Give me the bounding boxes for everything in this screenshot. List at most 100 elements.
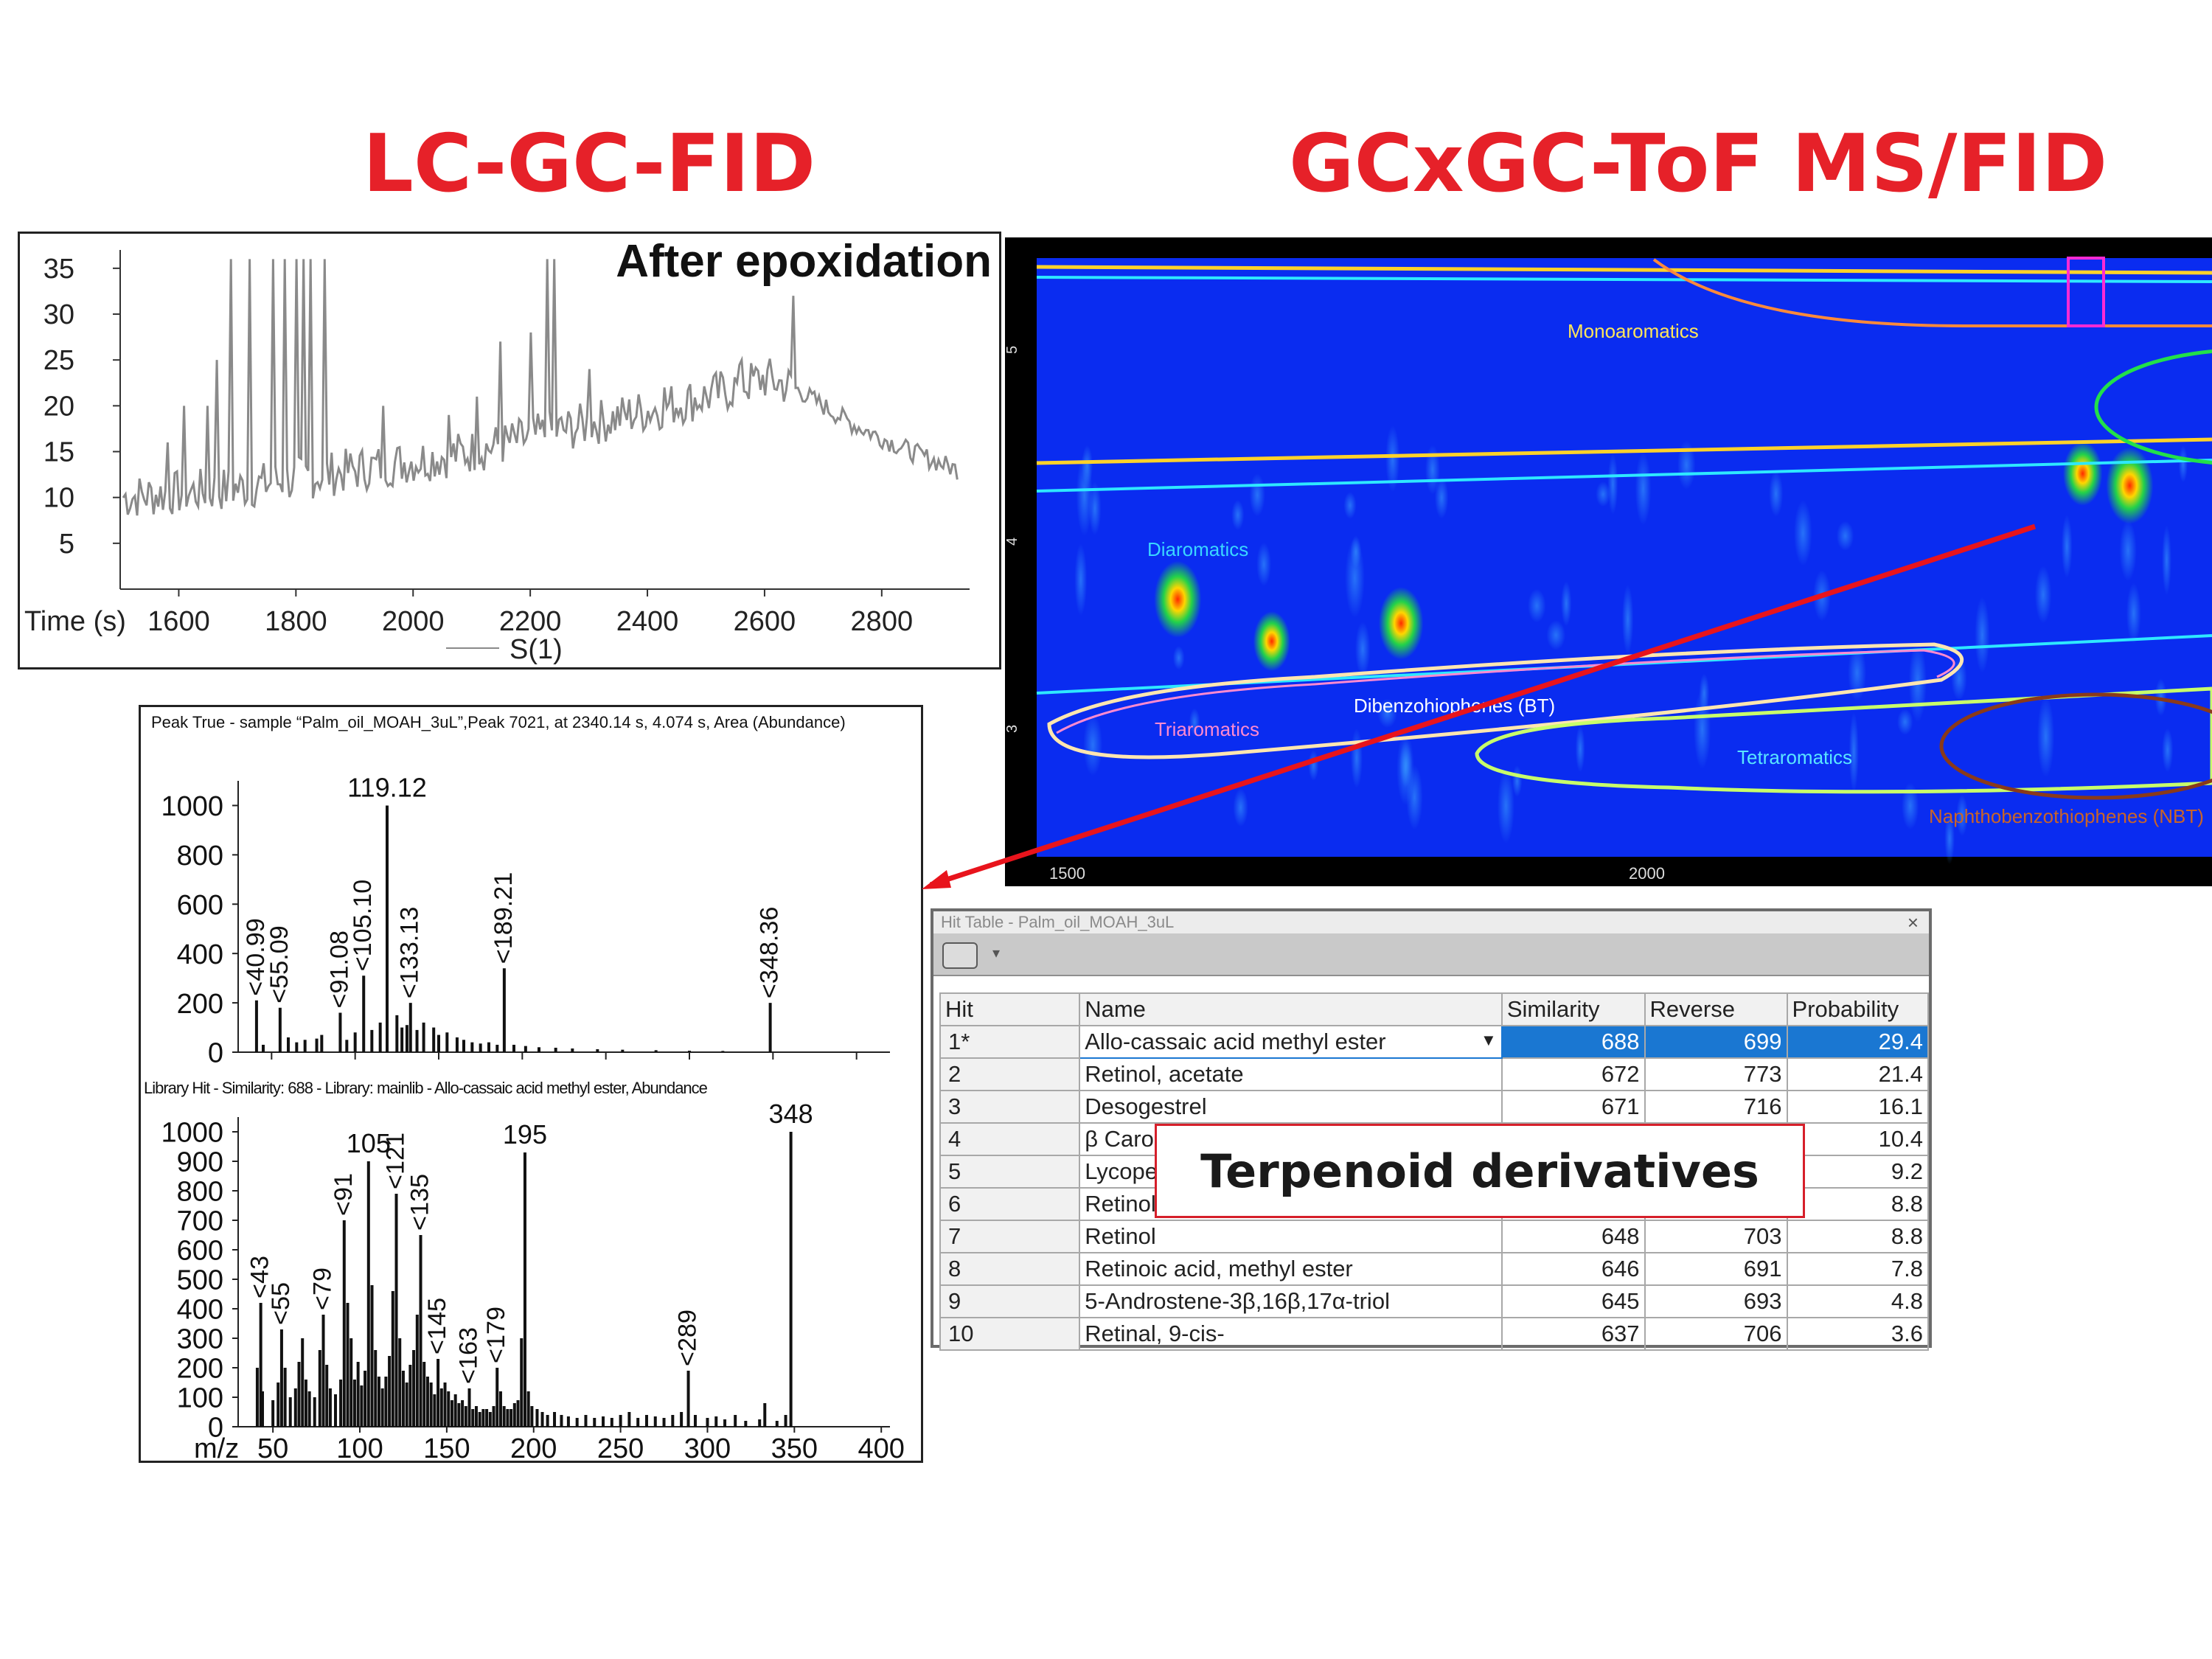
peak-label: <179 [482, 1307, 510, 1363]
legend-label: S(1) [509, 634, 563, 665]
peak-label: 348 [769, 1099, 813, 1129]
x-tick-label: 2200 [499, 606, 562, 637]
compound-spot [2106, 447, 2154, 524]
faint-signal [2119, 520, 2137, 582]
x-tick-label: 200 [510, 1433, 557, 1461]
faint-signal [1527, 588, 1546, 623]
table-row[interactable]: 10 Retinal, 9-cis- 637 706 3.6 [939, 1317, 1930, 1351]
boundary-line [1036, 459, 2212, 493]
region-label: Naphthobenzothiophenes (NBT) [1929, 805, 2204, 827]
dropdown-icon[interactable]: ▼ [1481, 1031, 1497, 1049]
x-tick-label: 50 [257, 1433, 288, 1461]
toolbar-dropdown-icon[interactable]: ▾ [992, 945, 1001, 961]
similarity-cell: 646 [1500, 1252, 1646, 1286]
similarity-cell: 672 [1500, 1057, 1646, 1091]
name-cell: 5-Androstene-3β,16β,17α-triol [1079, 1284, 1503, 1318]
table-row[interactable]: 2 Retinol, acetate 672 773 21.4 [939, 1057, 1930, 1091]
faint-signal [1343, 492, 1357, 519]
y-tick-label: 600 [177, 890, 223, 921]
y-tick-label: 500 [177, 1265, 223, 1296]
columns-icon[interactable] [942, 942, 978, 969]
name-cell[interactable]: Allo-cassaic acid methyl ester ▼ [1079, 1025, 1503, 1059]
x-axis-label: Time (s) [24, 606, 126, 637]
probability-cell: 21.4 [1786, 1057, 1930, 1091]
faint-signal [1377, 698, 1397, 728]
col-probability-header[interactable]: Probability [1786, 992, 1930, 1026]
col-similarity-header[interactable]: Similarity [1500, 992, 1646, 1026]
similarity-cell: 637 [1500, 1317, 1646, 1351]
gcxgc-panel: Monoaromatics Diaromatics Dibenzohiophenes… [1004, 237, 2212, 886]
col-reverse-header[interactable]: Reverse [1644, 992, 1788, 1026]
chart-title: After epoxidation [616, 236, 992, 287]
col-hit-header[interactable]: Hit [939, 992, 1081, 1026]
peak-label: <133.13 [396, 907, 424, 999]
faint-signal [1575, 725, 1585, 773]
reverse-cell: 773 [1644, 1057, 1788, 1091]
peak-label: 119.12 [347, 772, 427, 802]
y-tick-label: 1000 [161, 1118, 223, 1149]
table-row[interactable]: 1* Allo-cassaic acid methyl ester ▼ 688 6… [939, 1025, 1930, 1059]
probability-cell: 7.8 [1786, 1252, 1930, 1286]
region-label: Triaromatics [1155, 718, 1259, 740]
peak-label: <40.99 [242, 918, 270, 996]
y-tick-label: 600 [177, 1236, 223, 1267]
faint-signal [1497, 768, 1514, 844]
hit-cell: 3 [939, 1090, 1081, 1124]
compound-spot [2062, 441, 2103, 506]
y-tick-label: 15 [44, 437, 74, 468]
x-tick-label: 2000 [382, 606, 445, 637]
y-tick-label: 800 [177, 1177, 223, 1208]
x-tick-label: 1600 [147, 606, 210, 637]
hit-table-titlebar: Hit Table - Palm_oil_MOAH_3uL × [933, 911, 1929, 933]
faint-signal [2037, 696, 2055, 778]
boundary-line [1036, 437, 2212, 465]
faint-signal [1354, 622, 1371, 677]
probability-cell: 9.2 [1786, 1155, 1930, 1189]
peak-label: <121 [382, 1133, 410, 1189]
faint-signal [1172, 646, 1185, 670]
chromatogram-trace [122, 259, 959, 516]
name-cell: Retinal, 9-cis- [1079, 1317, 1503, 1351]
table-row[interactable]: 7 Retinol 648 703 8.8 [939, 1220, 1930, 1253]
reverse-cell: 703 [1644, 1220, 1788, 1253]
y-tick-label: 20 [44, 391, 74, 422]
faint-signal [1621, 584, 1634, 655]
peak-label: <289 [674, 1310, 702, 1366]
col-name-header[interactable]: Name [1079, 992, 1503, 1026]
faint-signal [1231, 499, 1245, 530]
lc-gc-fid-chart: 5 10 15 20 25 30 35 1600 1800 2000 2200 2400 2600 280… [24, 236, 992, 665]
x-tick-label: 400 [858, 1433, 905, 1461]
probability-cell: 8.8 [1786, 1187, 1930, 1221]
faint-signal [2126, 582, 2141, 644]
y-tick-label: 35 [44, 254, 74, 285]
hit-cell: 5 [939, 1155, 1081, 1189]
faint-signal [1794, 500, 1812, 566]
peak-label: <145 [423, 1298, 451, 1354]
table-row[interactable]: 9 5-Androstene-3β,16β,17α-triol 645 693 4.8 [939, 1284, 1930, 1318]
close-icon[interactable]: × [1907, 911, 1919, 933]
peak-label: <105.10 [349, 880, 377, 972]
y-tick-label: 25 [44, 345, 74, 376]
peak-label: <135 [406, 1174, 434, 1231]
x-tick-label: 150 [423, 1433, 470, 1461]
reverse-cell: 699 [1644, 1025, 1788, 1059]
gcxgc-contour-plot: MonoaromaticsDiaromaticsDibenzohiophenes… [1004, 257, 2212, 883]
name-cell: Retinol, acetate [1079, 1057, 1503, 1091]
hit-cell: 10 [939, 1317, 1081, 1351]
y-tick-label: 1000 [161, 791, 223, 822]
y-tick-label: 900 [177, 1147, 223, 1178]
faint-signal [1074, 543, 1088, 616]
similarity-cell: 645 [1500, 1284, 1646, 1318]
faint-signal [1083, 713, 1103, 776]
table-row[interactable]: 8 Retinoic acid, methyl ester 646 691 7.8 [939, 1252, 1930, 1286]
region-ellipse [1056, 649, 1955, 734]
peak-label: <189.21 [490, 872, 518, 964]
x-tick-label: 300 [684, 1433, 731, 1461]
lc-gc-fid-title: LC-GC-FID [363, 118, 816, 210]
reverse-cell: 706 [1644, 1317, 1788, 1351]
table-row[interactable]: 3 Desogestrel 671 716 16.1 [939, 1090, 1930, 1124]
faint-signal [1901, 782, 1919, 830]
faint-signal [1848, 644, 1867, 702]
region-label: Diaromatics [1147, 538, 1248, 560]
